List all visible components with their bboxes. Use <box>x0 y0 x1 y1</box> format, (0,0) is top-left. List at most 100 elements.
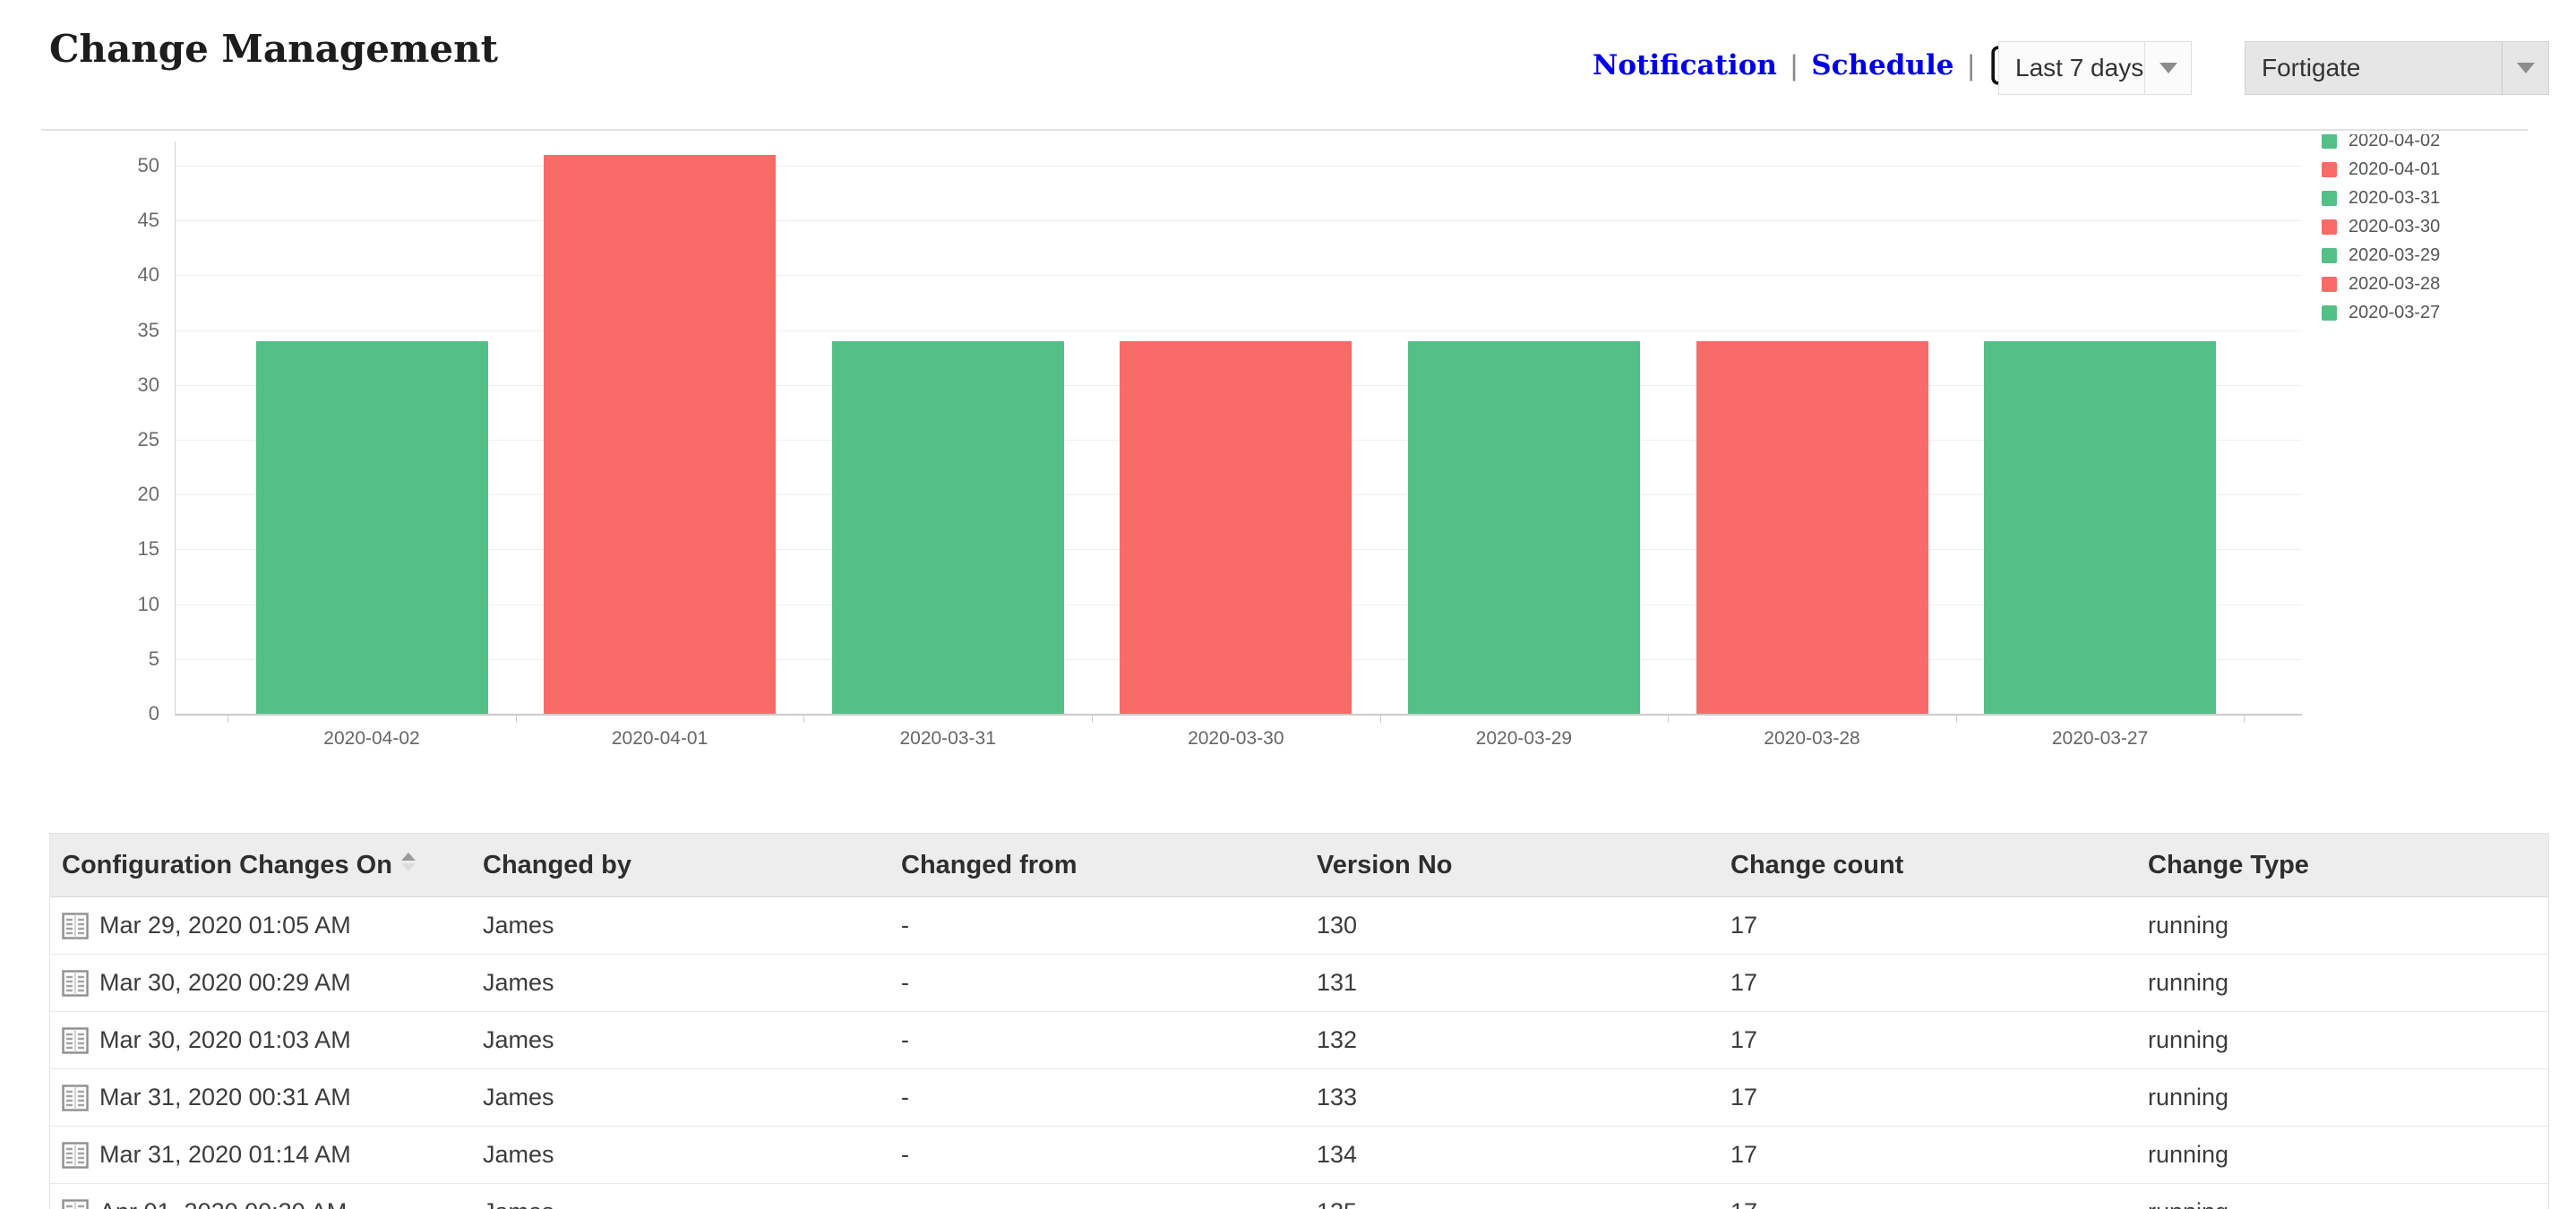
config-diff-icon[interactable] <box>62 1084 89 1111</box>
cell-changed-by: James <box>483 1084 554 1110</box>
x-axis-tick-label: 2020-03-27 <box>2051 728 2149 749</box>
header-actions: Notification | Schedule | | <box>1593 45 2047 86</box>
config-diff-icon[interactable] <box>62 1198 89 1209</box>
legend-item[interactable]: 2020-03-31 <box>2322 184 2547 212</box>
legend-label: 2020-03-29 <box>2348 244 2441 265</box>
y-axis-tick-label: 40 <box>137 263 159 287</box>
x-axis-tick <box>803 715 805 723</box>
period-dropdown-value: Last 7 days <box>2015 54 2144 81</box>
x-axis-tick <box>2244 715 2245 723</box>
chart-bar[interactable] <box>1984 340 2217 714</box>
schedule-link[interactable]: Schedule <box>1811 49 1954 81</box>
cell-change-type: running <box>2148 1026 2229 1053</box>
cell-changed-by: James <box>471 1198 889 1209</box>
cell-version-no: 131 <box>1317 969 1358 996</box>
chart-bar[interactable] <box>544 154 777 714</box>
table-row[interactable]: Mar 31, 2020 01:14 AM James - 134 17 run… <box>50 1127 2548 1184</box>
cell-version-no: 130 <box>1317 912 1358 939</box>
cell-changes-on: Mar 30, 2020 00:29 AM <box>99 969 351 996</box>
table-row[interactable]: Mar 29, 2020 01:05 AM James - 130 17 run… <box>50 897 2548 955</box>
col-header-label: Change Type <box>2148 850 2309 879</box>
cell-changes-on: Mar 31, 2020 01:14 AM <box>99 1141 351 1168</box>
separator: | <box>1790 48 1799 81</box>
period-dropdown[interactable]: Last 7 days <box>1998 41 2192 95</box>
cell-changed-from: - <box>901 1141 909 1168</box>
y-axis-line <box>175 141 176 715</box>
legend-item[interactable]: 2020-03-30 <box>2322 212 2547 241</box>
config-diff-icon[interactable] <box>62 1141 89 1169</box>
cell-version-no: 132 <box>1317 1026 1358 1053</box>
legend-item[interactable]: 2020-04-01 <box>2322 155 2547 184</box>
x-axis-tick <box>1955 715 1957 723</box>
legend-item[interactable]: 2020-03-29 <box>2322 241 2547 270</box>
y-axis-tick-label: 50 <box>137 154 159 176</box>
x-axis-tick <box>1668 715 1670 723</box>
x-axis-tick-label: 2020-04-01 <box>611 728 708 749</box>
legend-item[interactable]: 2020-04-02 <box>2322 134 2547 155</box>
page-title: Change Management <box>49 27 499 71</box>
chart-bar[interactable] <box>1407 340 1640 714</box>
table-row[interactable]: Mar 30, 2020 00:29 AM James - 131 17 run… <box>50 955 2548 1012</box>
col-header-configuration-changes-on[interactable]: Configuration Changes On <box>50 851 471 880</box>
col-header-version-no[interactable]: Version No <box>1305 851 1719 880</box>
table-row[interactable]: Apr 01, 2020 00:30 AM James - 135 17 run… <box>50 1184 2548 1209</box>
y-axis-tick-label: 25 <box>137 428 159 450</box>
x-axis-tick <box>1379 715 1381 723</box>
notification-link[interactable]: Notification <box>1593 49 1777 81</box>
legend-label: 2020-03-28 <box>2348 273 2441 294</box>
cell-changed-from: - <box>889 1198 1305 1209</box>
y-axis-tick-label: 35 <box>137 318 159 341</box>
col-header-change-type[interactable]: Change Type <box>2136 851 2548 880</box>
chart-bar[interactable] <box>255 340 488 714</box>
table-row[interactable]: Mar 31, 2020 00:31 AM James - 133 17 run… <box>50 1069 2548 1127</box>
gridline <box>175 330 2302 331</box>
cell-change-count: 17 <box>1719 1198 2136 1209</box>
config-diff-icon[interactable] <box>62 912 89 939</box>
cell-change-type: running <box>2148 1141 2229 1168</box>
cell-changes-on-wrap: Mar 29, 2020 01:05 AM <box>50 912 471 939</box>
configuration-changes-table: Configuration Changes On Changed by Chan… <box>49 833 2549 1209</box>
cell-changed-by: James <box>483 1026 554 1053</box>
legend-swatch <box>2322 219 2337 235</box>
legend-swatch <box>2322 276 2337 292</box>
col-header-label: Changed by <box>483 850 631 879</box>
y-axis-tick-label: 5 <box>148 647 159 670</box>
table-row[interactable]: Mar 30, 2020 01:03 AM James - 132 17 run… <box>50 1012 2548 1069</box>
cell-changes-on: Apr 01, 2020 00:30 AM <box>99 1198 347 1209</box>
legend-swatch <box>2322 161 2337 177</box>
legend-label: 2020-03-30 <box>2348 216 2441 236</box>
cell-changed-from: - <box>901 1026 909 1053</box>
chevron-down-icon <box>2144 42 2191 94</box>
sort-icon <box>400 852 416 871</box>
cell-change-type: running <box>2136 1198 2548 1209</box>
config-diff-icon[interactable] <box>62 969 89 997</box>
device-dropdown-value: Fortigate <box>2262 54 2361 81</box>
config-diff-icon[interactable] <box>62 1026 89 1054</box>
cell-changed-by: James <box>483 969 554 996</box>
cell-version-no: 133 <box>1317 1084 1358 1110</box>
y-axis-tick-label: 45 <box>137 209 159 232</box>
cell-changed-from: - <box>901 1084 909 1110</box>
chart-legend: 2020-04-02 2020-04-01 2020-03-31 2020-03… <box>2322 134 2547 340</box>
chart-bar[interactable] <box>831 340 1064 714</box>
legend-item[interactable]: 2020-03-28 <box>2322 270 2547 298</box>
gridline <box>175 275 2302 277</box>
device-dropdown[interactable]: Fortigate <box>2245 41 2549 95</box>
table-body: Mar 29, 2020 01:05 AM James - 130 17 run… <box>50 897 2548 1209</box>
legend-swatch <box>2322 134 2337 149</box>
cell-changes-on-wrap: Mar 30, 2020 00:29 AM <box>50 969 471 997</box>
chevron-down-icon <box>2502 42 2548 94</box>
gridline <box>175 220 2302 222</box>
legend-swatch <box>2322 304 2337 321</box>
x-axis-tick-label: 2020-03-28 <box>1764 728 1860 749</box>
chart-bar[interactable] <box>1120 340 1352 714</box>
cell-version-no: 135 <box>1305 1198 1719 1209</box>
col-header-change-count[interactable]: Change count <box>1719 851 2136 880</box>
legend-item[interactable]: 2020-03-27 <box>2322 298 2547 327</box>
legend-label: 2020-04-01 <box>2348 159 2441 179</box>
col-header-changed-by[interactable]: Changed by <box>471 851 889 880</box>
cell-change-count: 17 <box>1730 912 1758 939</box>
chart-bar[interactable] <box>1696 340 1928 714</box>
col-header-changed-from[interactable]: Changed from <box>889 851 1305 880</box>
cell-change-type: running <box>2148 969 2229 996</box>
